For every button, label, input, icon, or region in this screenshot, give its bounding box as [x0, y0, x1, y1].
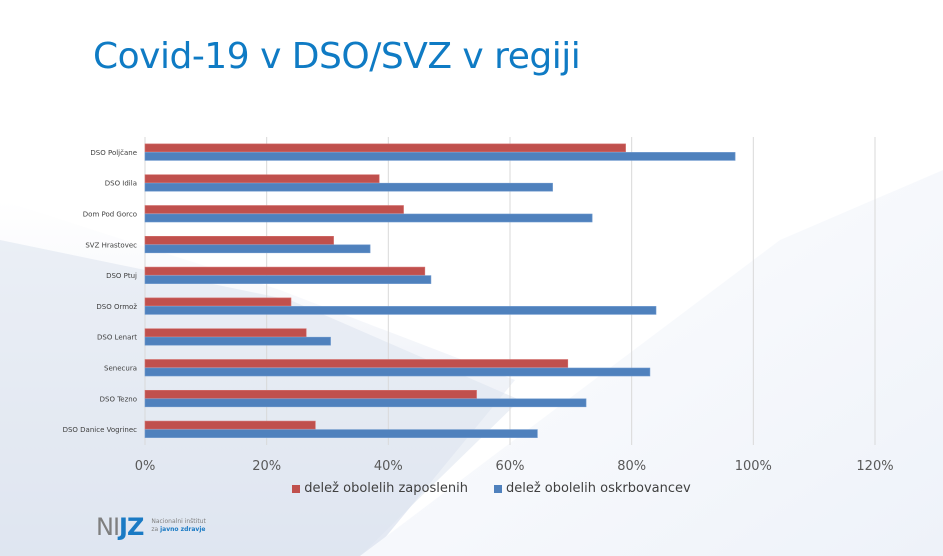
x-tick-label: 40% [374, 459, 403, 474]
category-label: DSO Lenart [97, 334, 137, 342]
legend-swatch-residents [493, 484, 502, 493]
slide-title: Covid-19 v DSO/SVZ v regiji [93, 36, 581, 77]
category-label: Dom Pod Gorco [83, 211, 137, 219]
category-labels: DSO Poljčane DSO Idila Dom Pod Gorco SVZ Hr… [63, 149, 138, 434]
legend-swatch-employees [292, 484, 301, 493]
legend-item-residents: delež obolelih oskrbovancev [493, 481, 691, 496]
bar-residents-8 [144, 398, 587, 408]
bar-residents-0 [144, 152, 736, 161]
bar-employees-5 [144, 297, 292, 307]
x-tick-label: 100% [735, 459, 772, 474]
legend-label-employees: delež obolelih zaposlenih [304, 481, 468, 496]
bar-employees-3 [144, 236, 334, 245]
x-tick-label: 20% [252, 459, 281, 474]
bar-residents-1 [144, 182, 553, 192]
bar-employees-7 [144, 359, 569, 368]
legend-item-employees: delež obolelih zaposlenih [292, 481, 468, 496]
bar-residents-6 [144, 336, 331, 346]
bar-residents-9 [144, 429, 538, 438]
x-tick-label: 60% [496, 459, 525, 474]
x-tick-label: 80% [617, 459, 646, 474]
x-tick-label: 0% [135, 459, 156, 474]
x-tick-label: 120% [856, 459, 893, 474]
bars [144, 143, 736, 438]
bar-employees-9 [144, 420, 316, 430]
category-label: DSO Poljčane [90, 149, 137, 157]
category-label: DSO Ormož [96, 303, 137, 311]
bar-residents-5 [144, 306, 657, 315]
bar-residents-7 [144, 367, 651, 377]
category-label: DSO Ptuj [106, 272, 137, 280]
nijz-logo: NIJZ Nacionalni inštitut za javno zdravj… [96, 515, 206, 539]
bar-residents-2 [144, 213, 593, 223]
bar-employees-1 [144, 174, 380, 183]
x-axis-tick-labels: 0% 20% 40% 60% 80% 100% 120% [135, 459, 894, 474]
category-label: Senecura [104, 365, 137, 373]
bar-employees-2 [144, 205, 404, 214]
bar-residents-3 [144, 244, 371, 254]
bar-employees-6 [144, 328, 307, 338]
category-label: SVZ Hrastovec [85, 241, 137, 249]
legend-label-residents: delež obolelih oskrbovancev [505, 481, 691, 496]
category-label: DSO Tezno [100, 395, 137, 403]
bar-employees-4 [144, 266, 426, 276]
category-label: DSO Danice Vogrinec [63, 426, 138, 434]
chart-legend: delež obolelih zaposlenih delež obolelih… [0, 481, 943, 496]
category-label: DSO Idila [105, 180, 137, 188]
bar-employees-0 [144, 143, 626, 153]
bar-residents-4 [144, 275, 432, 284]
bar-employees-8 [144, 389, 477, 399]
nijz-logo-text: Nacionalni inštitut za javno zdravje [151, 518, 206, 533]
nijz-logo-mark: NIJZ [96, 513, 144, 541]
